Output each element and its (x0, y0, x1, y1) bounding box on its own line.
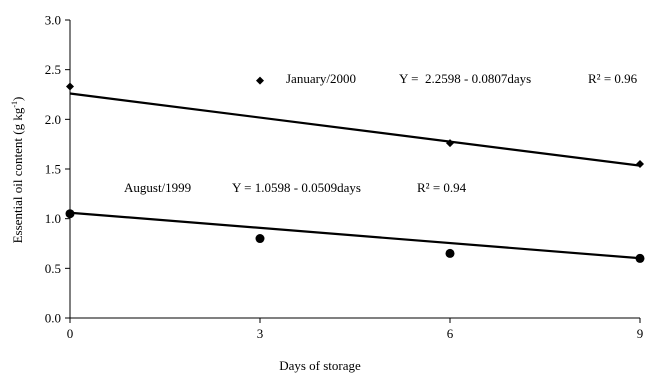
y-tick-label: 2.0 (45, 112, 61, 127)
x-tick-label: 3 (257, 326, 264, 341)
trend-line-january-2000 (69, 92, 641, 167)
y-tick-label: 1.0 (45, 211, 61, 226)
point-january-2000 (256, 76, 264, 85)
point-january-2000 (66, 82, 74, 91)
x-tick-label: 9 (637, 326, 644, 341)
data-points (65, 76, 645, 263)
point-january-2000 (636, 160, 644, 169)
point-january-2000 (446, 139, 454, 148)
y-tick-label: 0.5 (45, 261, 61, 276)
point-august-1999 (635, 253, 645, 263)
x-tick-label: 0 (67, 326, 74, 341)
trend-line-august-1999 (69, 211, 641, 260)
y-tick-label: 3.0 (45, 13, 61, 28)
point-august-1999 (445, 248, 455, 258)
annotation-august-1999: August/1999 Y = 1.0598 - 0.0509days R² =… (124, 180, 467, 195)
axes (69, 20, 640, 319)
y-tick-label: 0.0 (45, 311, 61, 326)
r2-august-1999: R² = 0.94 (417, 180, 467, 195)
series-name-august-1999: August/1999 (124, 180, 191, 195)
series-name-january-2000: January/2000 (286, 71, 356, 86)
y-tick-label: 2.5 (45, 62, 61, 77)
y-tick-label: 1.5 (45, 162, 61, 177)
y-axis-title: Essential oil content (g kg-1) (10, 97, 25, 244)
point-august-1999 (255, 234, 265, 244)
equation-august-1999: Y = 1.0598 - 0.0509days (232, 180, 361, 195)
trend-lines (69, 92, 641, 260)
x-axis-title: Days of storage (279, 358, 361, 373)
annotation-january-2000: January/2000 Y = 2.2598 - 0.0807days R² … (286, 71, 638, 86)
r2-january-2000: R² = 0.96 (588, 71, 638, 86)
point-august-1999 (65, 209, 75, 219)
x-tick-label: 6 (447, 326, 454, 341)
ticks: 0.0 0.5 1.0 1.5 2.0 2.5 3.0 0 3 6 9 (45, 13, 644, 342)
equation-january-2000: Y = 2.2598 - 0.0807days (399, 71, 531, 86)
